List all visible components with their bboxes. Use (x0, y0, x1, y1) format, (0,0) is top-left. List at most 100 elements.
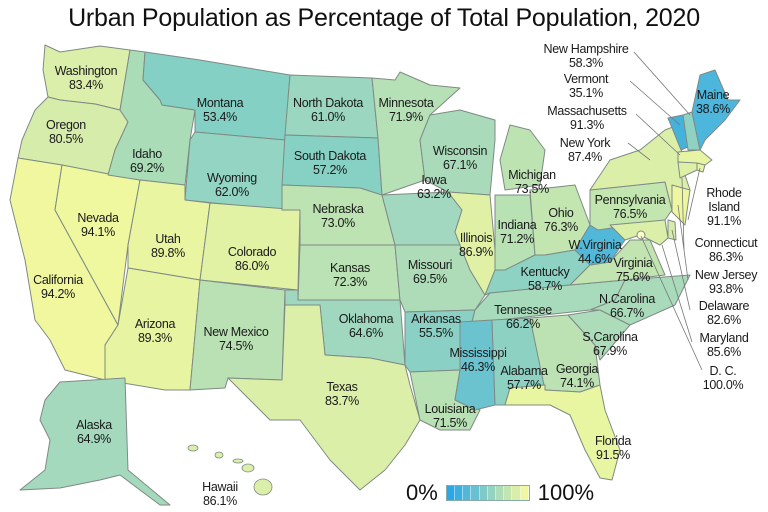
state-rhode-island[interactable] (696, 162, 706, 173)
label-kentucky: Kentucky 58.7% (520, 265, 569, 293)
state-name: Nevada (77, 211, 119, 225)
legend-swatch (496, 486, 505, 500)
legend-swatch (471, 486, 480, 500)
label-virginia: Virginia 75.6% (613, 256, 652, 284)
label-massachusetts: Massachusetts 91.3% (547, 104, 627, 132)
state-name: Minnesota (378, 96, 434, 110)
label-idaho: Idaho 69.2% (130, 147, 164, 175)
label-missouri: Missouri 69.5% (408, 258, 452, 286)
state-name: South Dakota (293, 149, 367, 163)
state-value: 35.1% (569, 86, 603, 100)
state-value: 72.3% (333, 275, 367, 289)
state-name: Utah (155, 232, 181, 246)
state-name: Pennsylvania (594, 193, 666, 207)
state-value: 57.7% (507, 378, 541, 392)
state-name: N.Carolina (598, 292, 656, 306)
state-value: 89.3% (138, 331, 172, 345)
state-name: Florida (594, 434, 632, 448)
state-name: D. C. (709, 364, 737, 378)
label-louisiana: Louisiana 71.5% (425, 402, 476, 430)
state-name: Alabama (500, 364, 548, 378)
state-name: Vermont (563, 72, 609, 86)
state-value: 91.5% (596, 448, 630, 462)
state-name: Louisiana (424, 402, 476, 416)
state-new-jersey[interactable] (671, 184, 691, 226)
state-name: Delaware (698, 299, 750, 313)
state-north-carolina[interactable] (589, 274, 691, 326)
state-massachusetts[interactable] (677, 149, 713, 166)
state-value: 66.2% (506, 317, 540, 331)
state-value: 80.5% (49, 132, 83, 146)
label-florida: Florida 91.5% (595, 434, 631, 462)
state-value: 58.3% (569, 56, 603, 70)
state-name: Arizona (134, 317, 176, 331)
state-value: 73.5% (515, 182, 549, 196)
state-name: Kentucky (520, 265, 570, 279)
state-hawaii[interactable] (187, 444, 273, 496)
state-value: 89.8% (151, 246, 185, 260)
state-montana[interactable] (142, 51, 291, 141)
state-name: Massachusetts (547, 104, 627, 118)
label-ohio: Ohio 76.3% (544, 206, 578, 234)
state-name: Washington (54, 64, 118, 78)
state-name: Rhode Island (706, 186, 742, 214)
state-michigan[interactable] (499, 124, 546, 191)
state-florida[interactable] (504, 384, 621, 481)
label-illinois: Illinois 86.9% (459, 231, 493, 259)
label-utah: Utah 89.8% (151, 232, 185, 260)
state-value: 76.3% (544, 220, 578, 234)
label-new-jersey: New Jersey 93.8% (694, 268, 758, 296)
state-name: Oregon (46, 118, 86, 132)
state-texas[interactable] (227, 304, 421, 491)
state-value: 86.3% (709, 250, 743, 264)
state-south-carolina[interactable] (567, 309, 631, 361)
state-name: Alaska (76, 418, 112, 432)
state-name: Michigan (508, 168, 556, 182)
state-value: 87.4% (568, 150, 602, 164)
label-south-carolina: S.Carolina 67.9% (582, 330, 638, 358)
label-minnesota: Minnesota 71.9% (379, 96, 434, 124)
state-value: 46.3% (461, 360, 495, 374)
state-value: 58.7% (528, 279, 562, 293)
label-pennsylvania: Pennsylvania 76.5% (595, 193, 666, 221)
state-name: Mississippi (449, 346, 507, 360)
state-value: 61.0% (311, 110, 345, 124)
state-name: S.Carolina (582, 330, 638, 344)
label-new-hampshire: New Hampshire 58.3% (543, 42, 628, 70)
state-alaska[interactable] (19, 377, 171, 506)
label-north-carolina: N.Carolina 66.7% (599, 292, 655, 320)
state-name: California (33, 273, 83, 287)
label-alaska: Alaska 64.9% (76, 418, 112, 446)
state-name: New Jersey (694, 268, 758, 282)
label-connecticut: Connecticut 86.3% (695, 236, 758, 264)
legend-swatch (512, 486, 521, 500)
state-value: 91.1% (707, 214, 741, 228)
label-kansas: Kansas 72.3% (330, 261, 370, 289)
label-new-mexico: New Mexico 74.5% (203, 325, 268, 353)
state-name: Ohio (548, 206, 574, 220)
state-name: New Hampshire (543, 42, 629, 56)
state-name: Maryland (699, 331, 749, 345)
label-south-dakota: South Dakota 57.2% (294, 149, 366, 177)
state-name: Maine (696, 88, 730, 102)
state-value: 83.4% (69, 78, 103, 92)
state-illinois[interactable] (447, 191, 496, 296)
state-value: 67.1% (443, 158, 477, 172)
state-value: 71.9% (389, 110, 423, 124)
label-arkansas: Arkansas 55.5% (411, 312, 461, 340)
state-connecticut[interactable] (677, 161, 698, 179)
state-name: Nebraska (312, 202, 364, 216)
state-dc[interactable] (636, 230, 646, 240)
label-north-dakota: North Dakota 61.0% (293, 96, 363, 124)
label-oklahoma: Oklahoma 64.6% (339, 312, 394, 340)
label-montana: Montana 53.4% (197, 96, 244, 124)
state-name: North Dakota (292, 96, 364, 110)
label-maryland: Maryland 85.6% (699, 331, 748, 359)
label-delaware: Delaware 82.6% (698, 299, 750, 327)
state-value: 93.8% (709, 282, 743, 296)
state-maine[interactable] (691, 69, 741, 151)
label-west-virginia: W.Virginia 44.6% (568, 238, 621, 266)
legend-swatch (487, 486, 497, 500)
state-value: 66.7% (610, 306, 644, 320)
state-name: Wisconsin (432, 144, 488, 158)
